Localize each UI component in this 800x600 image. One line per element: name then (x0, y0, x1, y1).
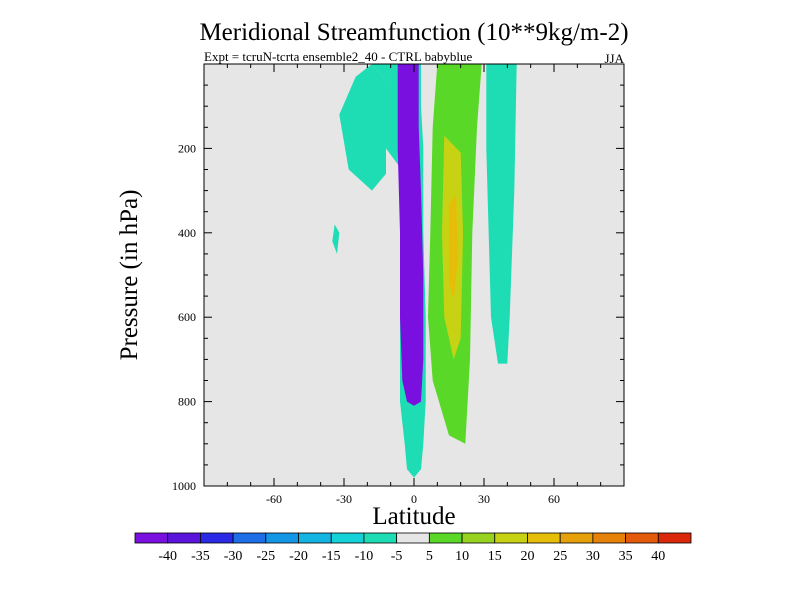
colorbar-swatch (396, 532, 430, 544)
contour-region-negative-cell-west-lobe (339, 64, 386, 191)
season-label: JJA (604, 51, 624, 66)
colorbar-swatch (559, 532, 594, 544)
contour-region-negative-cell-core-40 (397, 64, 424, 406)
colorbar-swatch (657, 532, 692, 544)
x-tick-label: 60 (548, 492, 560, 506)
y-tick-label: 200 (178, 141, 196, 155)
y-tick-label: 600 (178, 310, 196, 324)
contour-region-small-spot (332, 224, 340, 254)
colorbar-label: -10 (355, 549, 374, 564)
x-tick-label: 30 (478, 492, 490, 506)
chart-subtitle: Expt = tcruN-tcrta ensemble2_40 - CTRL b… (204, 49, 472, 64)
chart-title: Meridional Streamfunction (10**9kg/m-2) (199, 19, 628, 46)
x-tick-label: 0 (411, 492, 417, 506)
y-tick-label: 1000 (172, 479, 196, 493)
colorbar-swatch (592, 532, 626, 544)
contour-region-north-band (486, 64, 517, 364)
y-axis-label: Pressure (in hPa) (116, 190, 143, 361)
colorbar-swatch (330, 532, 365, 544)
x-tick-label: -30 (336, 492, 352, 506)
colorbar-swatch (527, 532, 561, 544)
x-axis-label: Latitude (372, 503, 455, 530)
colorbar-label: 40 (651, 549, 665, 564)
colorbar-label: -20 (289, 549, 308, 564)
y-tick-label: 800 (178, 395, 196, 409)
colorbar-label: 5 (426, 549, 433, 564)
colorbar-swatch (200, 532, 234, 544)
colorbar-swatch (428, 532, 463, 544)
colorbar-swatch (298, 532, 332, 544)
colorbar: -40 -35 -30 -25 -20 -15 -10 -5 5 10 15 20 25 30 35 40 (134, 532, 692, 564)
colorbar-label: -40 (158, 549, 177, 564)
colorbar-label: 15 (488, 549, 502, 564)
colorbar-label: -30 (224, 549, 243, 564)
colorbar-swatch (265, 532, 299, 544)
colorbar-label: -35 (191, 549, 210, 564)
colorbar-label: 30 (586, 549, 600, 564)
x-tick-label: -60 (266, 492, 282, 506)
colorbar-label: -15 (322, 549, 341, 564)
colorbar-swatch (232, 532, 267, 544)
contour-region-positive-cell-core-25 (449, 194, 459, 301)
plot-area: -60 -30 0 30 60 200 400 600 800 1000 (172, 63, 625, 506)
colorbar-label: -25 (256, 549, 275, 564)
colorbar-label: 10 (455, 549, 469, 564)
colorbar-swatch (461, 532, 496, 544)
colorbar-swatch (167, 532, 201, 544)
colorbar-swatch (625, 532, 659, 544)
colorbar-swatch (134, 532, 169, 544)
y-tick-label: 400 (178, 226, 196, 240)
colorbar-label: -5 (391, 549, 403, 564)
colorbar-label: 20 (521, 549, 535, 564)
colorbar-swatch (494, 532, 528, 544)
colorbar-label: 25 (553, 549, 567, 564)
colorbar-label: 35 (619, 549, 633, 564)
colorbar-swatch (363, 532, 398, 544)
